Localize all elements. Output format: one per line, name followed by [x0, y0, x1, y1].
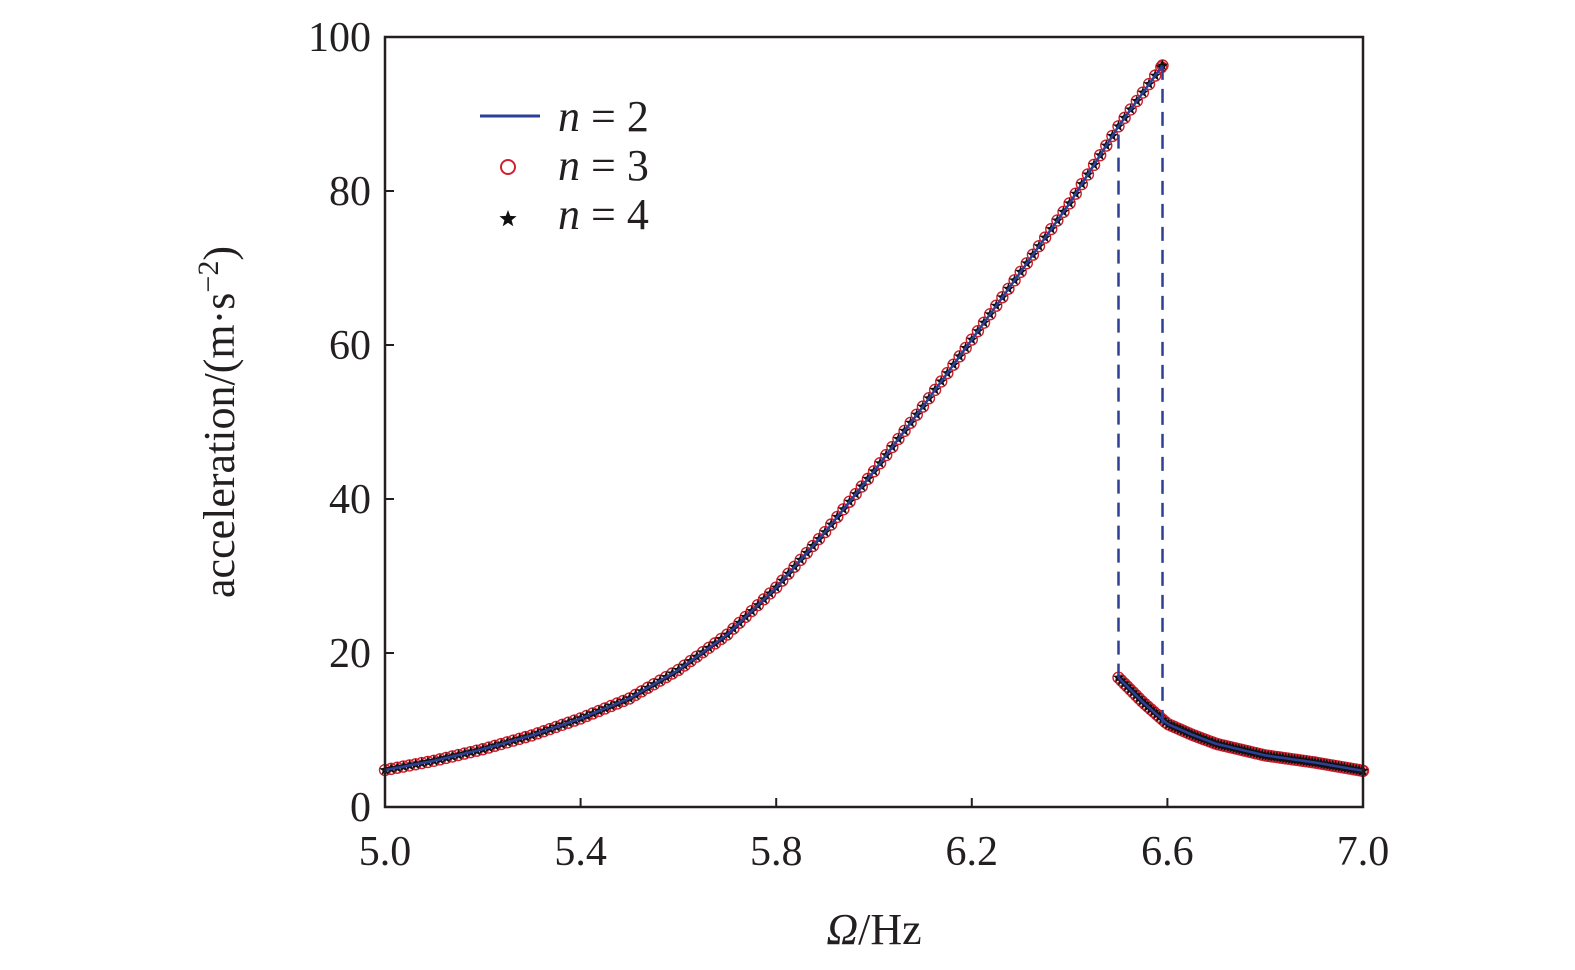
legend-swatch-n4: [499, 210, 517, 227]
legend-label-n2: n = 2: [558, 92, 649, 141]
axis-ticks: 5.0 5.4 5.8 6.2 6.6 7.0 0 20 40 60 80 100: [308, 15, 1389, 875]
legend-swatch-n3: [500, 159, 516, 175]
n2-upper-branch: [384, 64, 1164, 772]
n4-point: [1156, 59, 1169, 71]
legend: n = 2 n = 3 n = 4: [480, 92, 649, 239]
series-n4-markers: [379, 59, 1369, 776]
x-tick-label: 5.0: [359, 829, 412, 875]
legend-var-n2: n: [558, 92, 580, 141]
y-axis-title-sup: −2: [192, 261, 225, 293]
y-axis-title: acceleration/(m·s−2): [192, 246, 244, 598]
legend-star-shape: [499, 210, 517, 227]
legend-rest-n4: = 4: [580, 190, 649, 239]
y-axis-title-text: acceleration/(m·s: [195, 293, 244, 598]
x-tick-label: 5.4: [554, 829, 607, 875]
x-axis-title: Ω/Hz: [826, 905, 921, 954]
legend-rest-n2: = 2: [580, 92, 649, 141]
plot-frame: [383, 35, 1365, 809]
y-tick-label: 60: [329, 323, 371, 369]
y-tick-label: 80: [329, 169, 371, 215]
legend-var-n4: n: [558, 190, 580, 239]
legend-var-n3: n: [558, 141, 580, 190]
legend-label-n4: n = 4: [558, 190, 649, 239]
x-tick-label: 7.0: [1337, 829, 1390, 875]
series-n3-markers: [378, 59, 1370, 778]
y-tick-label: 100: [308, 15, 371, 61]
y-tick-label: 20: [329, 631, 371, 677]
x-tick-label: 6.2: [946, 829, 999, 875]
x-tick-label: 6.6: [1141, 829, 1194, 875]
y-tick-label: 40: [329, 477, 371, 523]
legend-label-n3: n = 3: [558, 141, 649, 190]
legend-rest-n3: = 3: [580, 141, 649, 190]
x-axis-unit: /Hz: [858, 905, 922, 954]
x-tick-label: 5.8: [750, 829, 803, 875]
y-tick-label: 0: [350, 785, 371, 831]
y-axis-title-close: ): [195, 246, 244, 261]
n2-lower-branch: [1117, 676, 1364, 773]
series-n2-lines: [384, 64, 1364, 773]
x-axis-symbol: Ω: [826, 905, 858, 954]
